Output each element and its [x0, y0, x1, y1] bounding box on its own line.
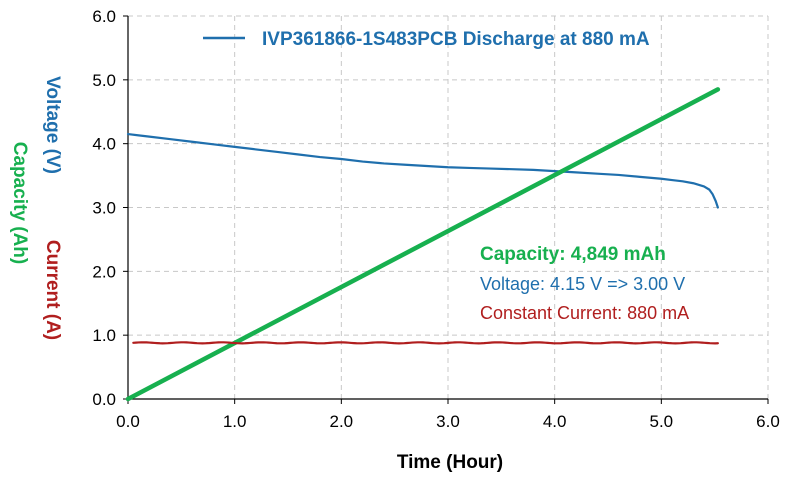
x-tick-label: 2.0 — [330, 412, 354, 431]
x-tick-label: 3.0 — [436, 412, 460, 431]
x-tick-label: 5.0 — [650, 412, 674, 431]
axes: 0.0 1.0 2.0 3.0 4.0 5.0 6.0 0.0 1.0 2.0 3.0 4.0 5.0 6… — [92, 7, 779, 431]
annotation-voltage: Voltage: 4.15 V => 3.00 V — [480, 274, 685, 294]
y-tick-label: 2.0 — [92, 262, 116, 281]
capacity-series-line — [125, 87, 721, 402]
voltage-series-line — [126, 132, 719, 209]
annotation-capacity: Capacity: 4,849 mAh — [480, 244, 666, 265]
y-axis-label-voltage: Voltage (V) — [42, 76, 63, 174]
y-tick-label: 5.0 — [92, 71, 116, 90]
annotation-current: Constant Current: 880 mA — [480, 303, 689, 323]
x-tick-label: 1.0 — [223, 412, 247, 431]
legend: IVP361866-1S483PCB Discharge at 880 mA — [203, 29, 650, 50]
y-tick-label: 0.0 — [92, 390, 116, 409]
legend-label: IVP361866-1S483PCB Discharge at 880 mA — [262, 29, 650, 50]
current-series-line — [132, 341, 719, 345]
x-tick-label: 4.0 — [543, 412, 567, 431]
y-tick-label: 4.0 — [92, 135, 116, 154]
x-axis-label: Time (Hour) — [397, 452, 503, 473]
series-lines — [125, 87, 721, 402]
y-tick-label: 6.0 — [92, 7, 116, 26]
x-tick-label: 6.0 — [756, 412, 780, 431]
x-tick-label: 0.0 — [116, 412, 140, 431]
y-tick-label: 3.0 — [92, 199, 116, 218]
gridlines — [128, 15, 769, 399]
y-axis-label-capacity: Capacity (Ah) — [9, 142, 30, 264]
y-axis-label-current: Current (A) — [42, 240, 63, 340]
y-tick-label: 1.0 — [92, 326, 116, 345]
